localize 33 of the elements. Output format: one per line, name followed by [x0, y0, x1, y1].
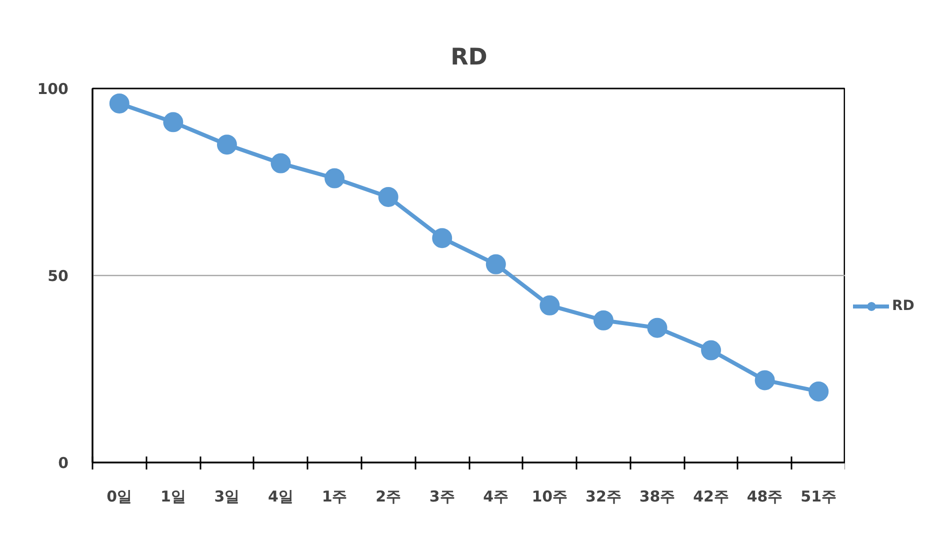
legend-label: RD — [892, 298, 914, 314]
point — [163, 112, 184, 132]
x-tick-label: 4일 — [268, 488, 294, 506]
x-tick-label: 1주 — [322, 488, 348, 506]
point — [270, 153, 291, 174]
point — [808, 381, 829, 402]
x-tick-label: 51주 — [800, 488, 837, 506]
x-tick-label: 2주 — [376, 488, 402, 506]
y-tick-label: 100 — [37, 80, 68, 98]
x-tick-label: 10주 — [532, 488, 568, 506]
x-tick-label: 1일 — [160, 488, 186, 506]
point — [593, 310, 614, 330]
point — [216, 134, 237, 155]
x-tick-label: 48주 — [746, 488, 783, 506]
chart-title: RD — [450, 44, 488, 70]
point — [324, 168, 345, 188]
point — [109, 93, 130, 114]
point — [378, 186, 398, 207]
x-tick-label: 42주 — [693, 488, 729, 506]
point — [701, 340, 722, 360]
x-tick-label: 3일 — [214, 488, 240, 506]
y-tick-label: 50 — [48, 267, 68, 285]
x-tick-label: 4주 — [483, 488, 509, 506]
y-tick-label: 0 — [58, 454, 68, 472]
point — [647, 318, 668, 338]
x-tick-label: 3주 — [429, 488, 455, 506]
x-tick-label: 32주 — [586, 488, 622, 506]
point — [754, 370, 775, 390]
x-tick-label: 0일 — [106, 488, 132, 506]
point — [486, 254, 506, 274]
x-tick-label: 38주 — [639, 488, 676, 506]
point — [540, 295, 560, 316]
point — [432, 228, 452, 248]
